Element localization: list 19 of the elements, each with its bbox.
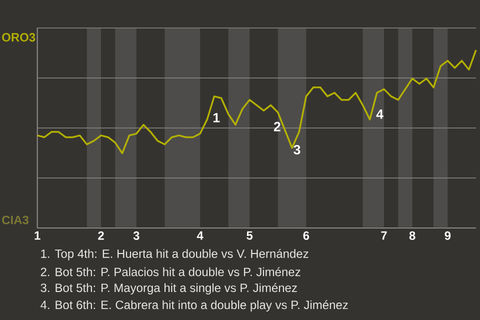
text: ORO3 bbox=[2, 33, 36, 42]
x-tick-label: 6 bbox=[303, 231, 310, 240]
text: 4. Bot 6th: E. Cabrera hit into a double play vs P. Jiménez bbox=[40, 300, 348, 312]
x-tick-label: 9 bbox=[444, 231, 451, 240]
x-tick-label: 4 bbox=[196, 231, 204, 240]
text: 2. Bot 5th: P. Palacios hit a double vs P. Jiménez bbox=[40, 267, 300, 276]
text: 3. Bot 5th: P. Mayorga hit a single vs P. Jiménez bbox=[40, 283, 297, 294]
x-tick-label: 8 bbox=[409, 231, 416, 240]
x-tick-label: 3 bbox=[133, 231, 140, 240]
x-tick-label: 7 bbox=[381, 231, 387, 240]
annotation: 3 bbox=[294, 144, 300, 154]
annotation: 4 bbox=[376, 110, 384, 119]
x-tick-label: 5 bbox=[246, 231, 253, 240]
annotation: 2 bbox=[274, 122, 280, 132]
text: CIA3 bbox=[2, 216, 28, 224]
x-tick-label: 2 bbox=[98, 231, 104, 240]
text: 1. Top 4th: E. Huerta hit a double vs V. Hernández bbox=[41, 248, 308, 260]
annotation: 1 bbox=[213, 113, 220, 122]
x-tick-label: 1 bbox=[34, 231, 40, 240]
